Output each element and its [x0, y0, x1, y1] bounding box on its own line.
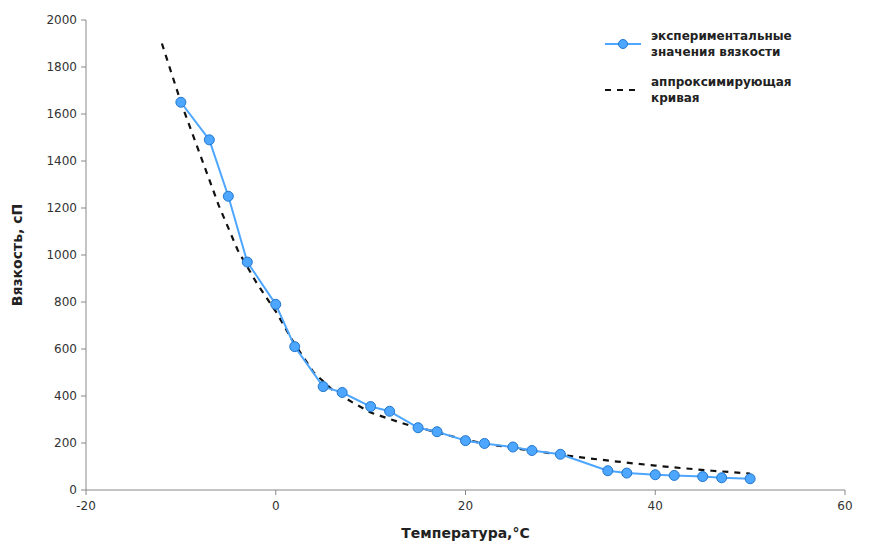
legend-label-line: кривая: [651, 91, 700, 105]
chart: -200204060020040060080010001200140016001…: [0, 0, 869, 556]
y-tick-label: 1600: [46, 107, 77, 121]
series-line: [162, 44, 750, 474]
point: [698, 472, 708, 482]
x-tick-label: 40: [648, 499, 663, 513]
series: [176, 97, 755, 483]
x-tick-label: -20: [76, 499, 96, 513]
point: [527, 446, 537, 456]
point: [337, 387, 347, 397]
y-tick-label: 1200: [46, 201, 77, 215]
y-tick-label: 600: [54, 342, 77, 356]
x-tick: [845, 490, 846, 495]
x-tick-label: 60: [837, 499, 852, 513]
legend-label-line: значения вязкости: [651, 45, 780, 59]
series: [162, 44, 750, 474]
y-tick: [81, 161, 86, 162]
point: [318, 382, 328, 392]
point: [204, 135, 214, 145]
y-tick: [81, 443, 86, 444]
point: [290, 342, 300, 352]
y-tick: [81, 208, 86, 209]
x-tick: [465, 490, 466, 495]
y-tick: [81, 302, 86, 303]
x-tick: [86, 490, 87, 495]
legend: экспериментальные значения вязкости аппрок…: [605, 29, 792, 105]
plot-area: [162, 44, 755, 484]
y-tick-label: 2000: [46, 13, 77, 27]
point: [745, 474, 755, 484]
point: [479, 438, 489, 448]
point: [366, 402, 376, 412]
background: [0, 0, 869, 556]
x-axis-label: Температура,°C: [401, 525, 529, 541]
point: [555, 449, 565, 459]
legend-label-line: экспериментальные: [651, 29, 792, 43]
y-tick: [81, 490, 86, 491]
y-tick: [81, 396, 86, 397]
axes: -200204060020040060080010001200140016001…: [46, 13, 852, 513]
y-tick: [81, 67, 86, 68]
x-tick: [655, 490, 656, 495]
point: [432, 427, 442, 437]
point: [413, 423, 423, 433]
y-axis-label: Вязкость, сП: [9, 204, 25, 306]
y-tick: [81, 349, 86, 350]
point: [271, 299, 281, 309]
y-tick-label: 800: [54, 295, 77, 309]
y-tick: [81, 114, 86, 115]
y-tick: [81, 20, 86, 21]
x-tick: [275, 490, 276, 495]
legend-marker: [619, 40, 628, 49]
y-tick-label: 200: [54, 436, 77, 450]
point: [223, 191, 233, 201]
y-tick: [81, 255, 86, 256]
point: [242, 257, 252, 267]
point: [176, 97, 186, 107]
legend-swatch: [605, 89, 641, 91]
y-tick-label: 1400: [46, 154, 77, 168]
series-line: [181, 102, 750, 478]
legend-label: экспериментальные значения вязкости: [651, 29, 792, 59]
point: [717, 473, 727, 483]
y-tick-label: 400: [54, 389, 77, 403]
y-tick-label: 1800: [46, 60, 77, 74]
y-tick-label: 1000: [46, 248, 77, 262]
point: [603, 466, 613, 476]
point: [508, 442, 518, 452]
y-tick-label: 0: [69, 483, 77, 497]
legend-label: аппроксимирующая кривая: [651, 75, 792, 105]
legend-label-line: аппроксимирующая: [651, 75, 792, 89]
point: [622, 468, 632, 478]
point: [650, 470, 660, 480]
point: [669, 470, 679, 480]
x-tick-label: 0: [272, 499, 280, 513]
point: [385, 406, 395, 416]
x-tick-label: 20: [458, 499, 473, 513]
point: [461, 436, 471, 446]
